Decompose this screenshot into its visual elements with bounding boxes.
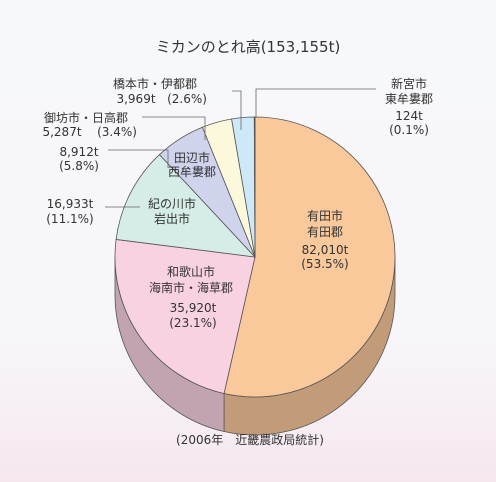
slice-value-gobo: 5,287t: [42, 125, 81, 139]
slice-label-gobo: 御坊市・日高郡: [44, 110, 128, 125]
slice-percent-hashimoto: (2.6%): [167, 92, 207, 106]
pie-slice-wakayama: [114, 239, 256, 395]
slice-label-shingu-line1: 新宮市: [391, 76, 427, 91]
slice-label-kinokawa-line2: 岩出市: [154, 211, 190, 226]
leader-lines: [105, 88, 376, 208]
slice-percent-kinokawa: (11.1%): [46, 212, 93, 226]
slice-percent-arida: (53.5%): [301, 257, 348, 271]
slice-label-tanabe-line1: 田辺市: [174, 150, 210, 165]
chart-title: ミカンのとれ高(153,155t): [156, 38, 341, 56]
slice-label-hashimoto: 橋本市・伊都郡: [113, 76, 197, 91]
leader-hashimoto: [232, 90, 242, 130]
slice-percent-wakayama: (23.1%): [169, 316, 216, 330]
pie-slice-kinokawa: [115, 154, 257, 258]
slice-label-kinokawa-line1: 紀の川市: [148, 196, 196, 211]
slice-label-arida-line2: 有田郡: [307, 225, 343, 239]
slice-value-arida: 82,010t: [302, 243, 349, 257]
slice-percent-tanabe: (5.8%): [59, 159, 99, 173]
slice-value-hashimoto: 3,969t: [116, 92, 155, 106]
pie-slices: [114, 116, 396, 398]
slice-value-tanabe: 8,912t: [59, 145, 98, 159]
leader-gobo: [142, 116, 206, 140]
leader-shingu: [255, 88, 376, 117]
slice-label-arida-line1: 有田市: [307, 208, 343, 223]
slice-value-kinokawa: 16,933t: [47, 197, 94, 211]
slice-label-tanabe-line2: 西牟婁郡: [168, 164, 216, 179]
pie-slice-arida: [223, 116, 396, 398]
slice-percent-shingu: (0.1%): [389, 123, 429, 137]
leader-tanabe: [108, 149, 169, 168]
slice-label-wakayama-line1: 和歌山市: [167, 264, 215, 279]
slice-label-shingu-line2: 東牟婁郡: [385, 91, 433, 106]
slice-percent-gobo: (3.4%): [97, 125, 137, 139]
slice-value-wakayama: 35,920t: [170, 301, 217, 315]
chart-source-note: (2006年 近畿農政局統計): [176, 432, 324, 447]
slice-value-shingu: 124t: [395, 109, 423, 123]
pie-slice-shingu: [253, 116, 256, 258]
slice-label-wakayama-line2: 海南市・海草郡: [149, 280, 233, 295]
